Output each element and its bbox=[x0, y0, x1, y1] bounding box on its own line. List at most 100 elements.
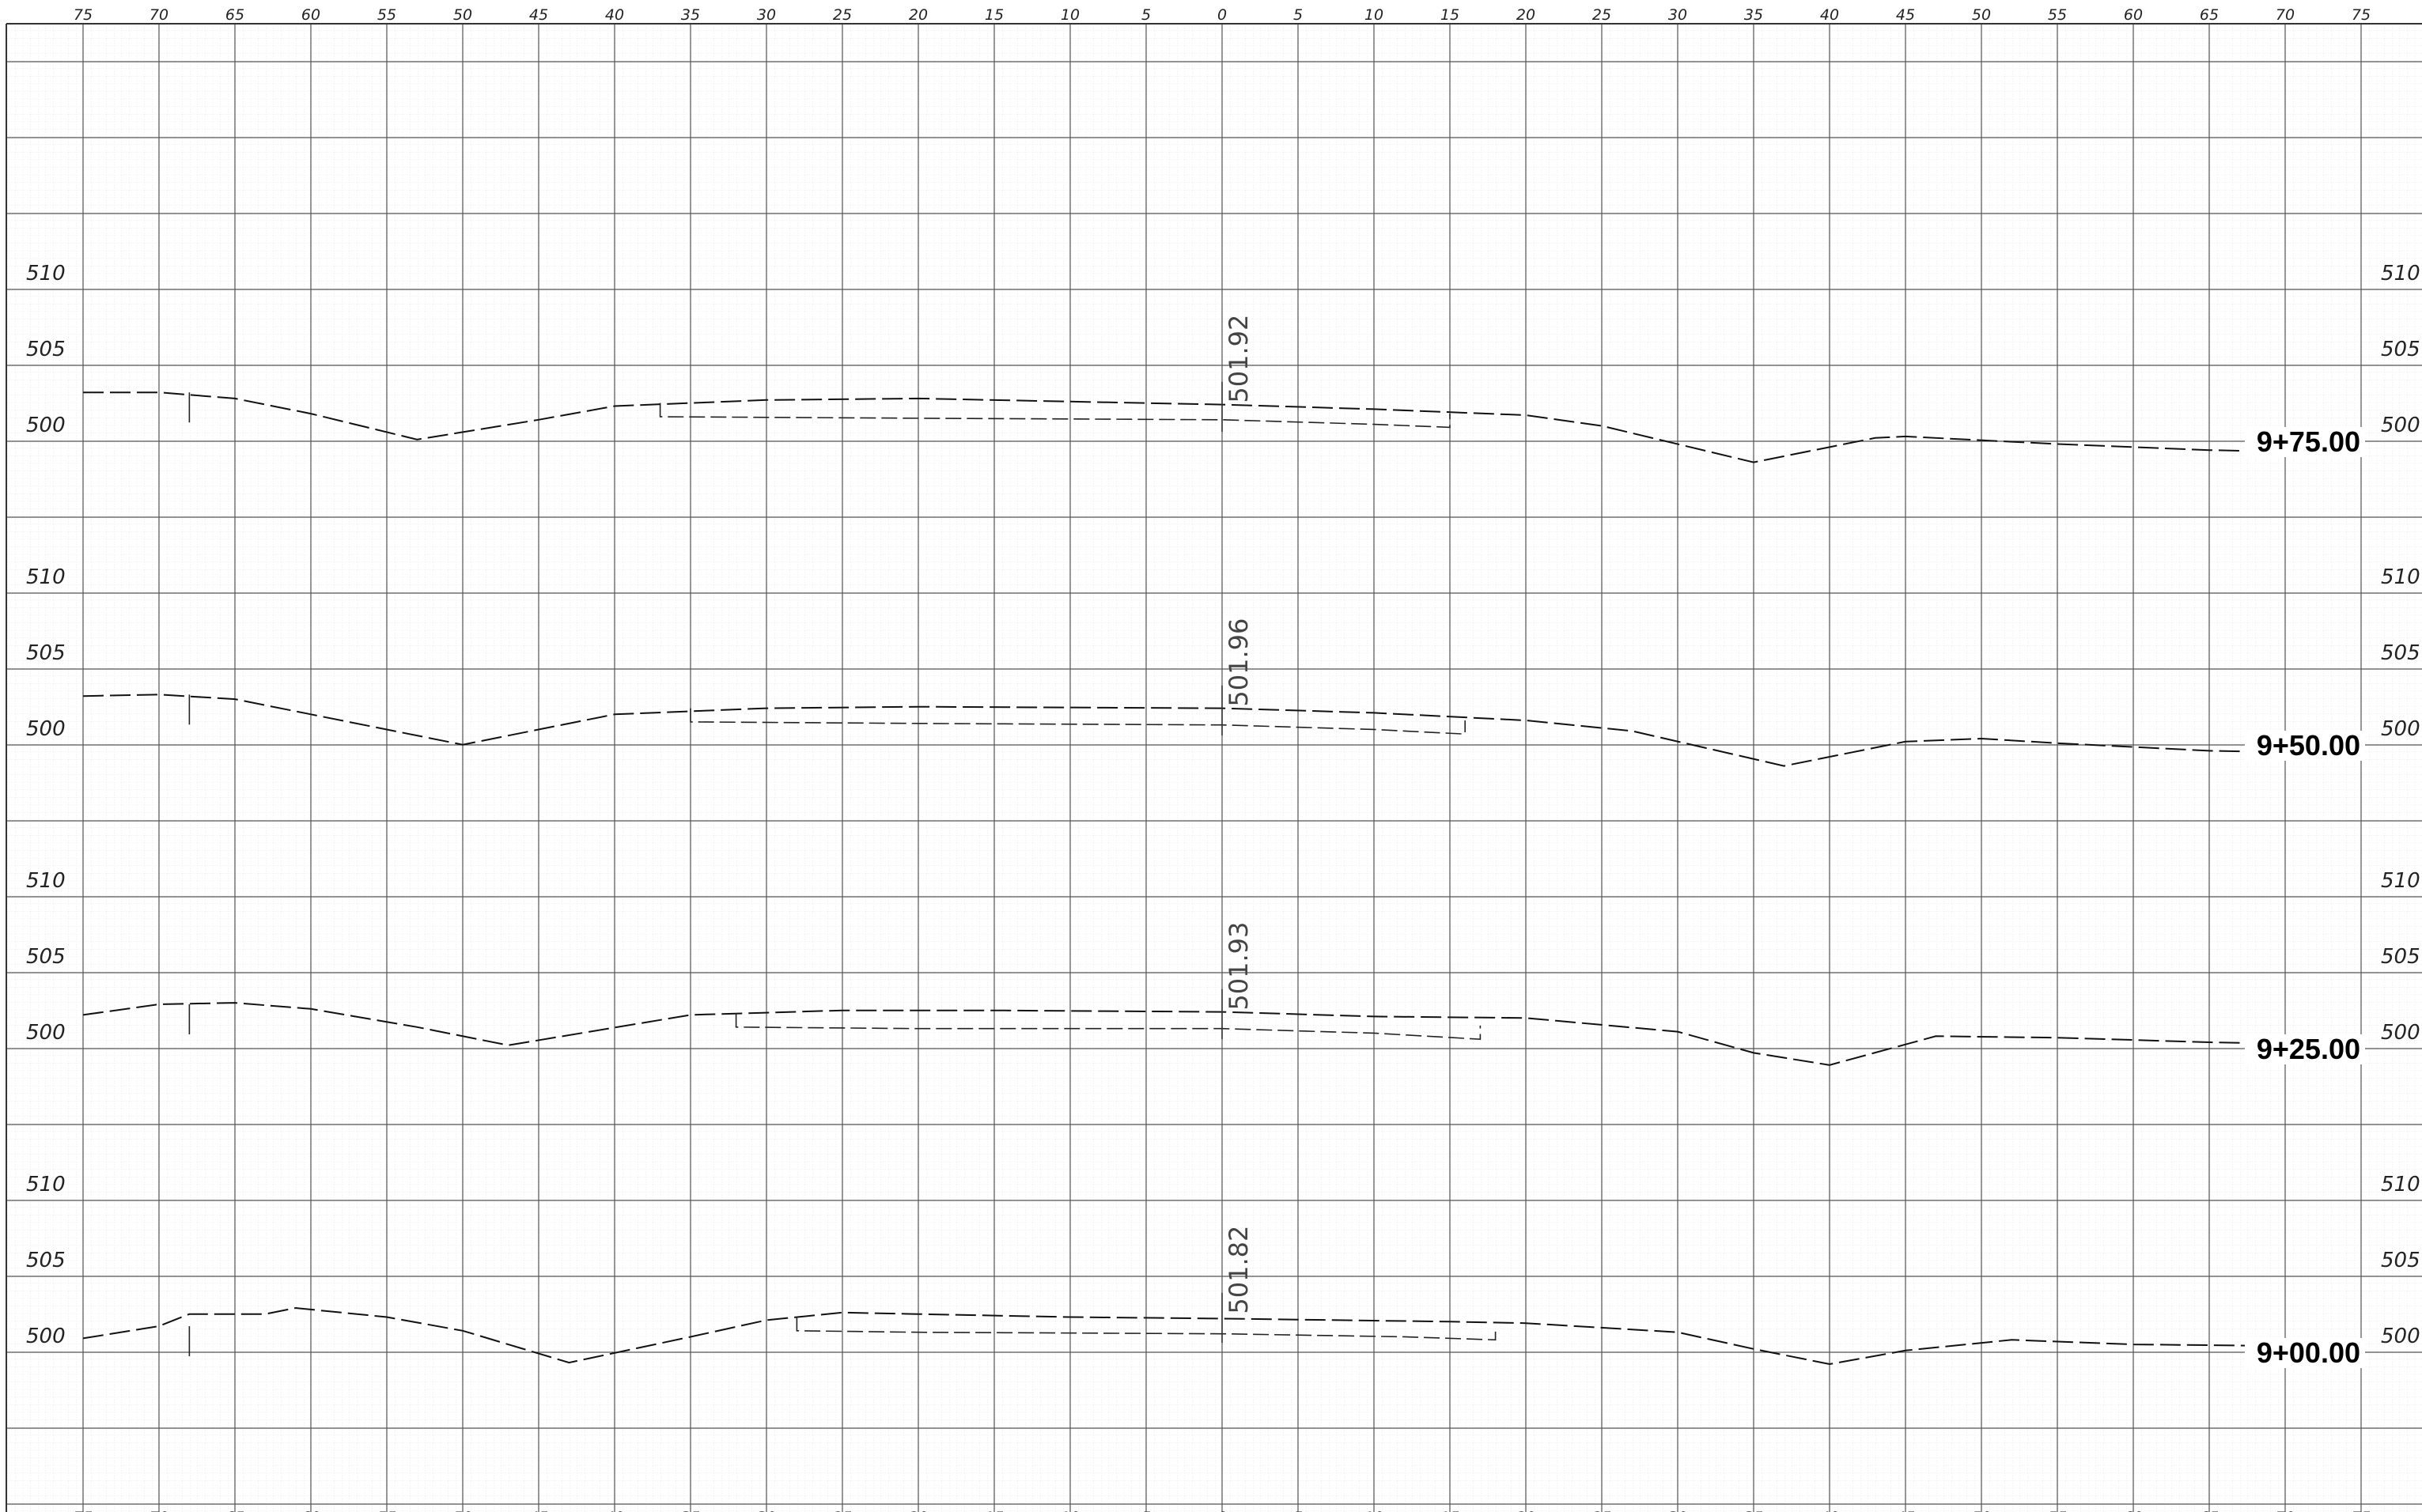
cross-section-2: 510 510 505 505 500 500 501.93 9+25.00 bbox=[26, 869, 2420, 1066]
offset-tick-label: 60 bbox=[2124, 1509, 2143, 1512]
elevation-label: 510 bbox=[2381, 869, 2420, 893]
elevation-label: 510 bbox=[26, 565, 66, 589]
offset-tick-label: 45 bbox=[1896, 1509, 1915, 1512]
offset-tick-label: 25 bbox=[833, 1509, 852, 1512]
elevation-label: 505 bbox=[2381, 1249, 2420, 1272]
offset-tick-label: 35 bbox=[1744, 1509, 1763, 1512]
offset-tick-label: 40 bbox=[605, 6, 624, 24]
elevation-label: 505 bbox=[26, 1249, 66, 1272]
offset-tick-label: 50 bbox=[453, 6, 472, 24]
offset-tick-label: 40 bbox=[1820, 6, 1839, 24]
offset-tick-label: 35 bbox=[681, 6, 700, 24]
offset-tick-label: 15 bbox=[985, 1509, 1004, 1512]
elevation-label: 510 bbox=[2381, 1173, 2420, 1196]
offset-tick-label: 60 bbox=[301, 1509, 320, 1512]
offset-tick-label: 35 bbox=[1744, 6, 1763, 24]
centerline-elevation: 501.96 bbox=[1224, 618, 1254, 707]
elevation-label: 510 bbox=[26, 869, 66, 893]
elevation-label: 510 bbox=[2381, 262, 2420, 285]
existing-ground-line bbox=[82, 1306, 2286, 1366]
existing-ground-line bbox=[82, 694, 2362, 767]
offset-tick-label: 45 bbox=[529, 6, 548, 24]
offset-tick-label: 75 bbox=[74, 6, 93, 24]
elevation-label: 505 bbox=[2381, 945, 2420, 969]
offset-tick-label: 70 bbox=[149, 1509, 168, 1512]
elevation-label: 500 bbox=[26, 414, 66, 437]
station-label-backing bbox=[2245, 731, 2365, 761]
station-label: 9+75.00 bbox=[2257, 425, 2360, 458]
elevation-label: 505 bbox=[26, 945, 66, 969]
offset-tick-label: 55 bbox=[2048, 1509, 2067, 1512]
station-label: 9+25.00 bbox=[2257, 1033, 2360, 1065]
offset-tick-label: 40 bbox=[605, 1509, 624, 1512]
elevation-label: 500 bbox=[2381, 1325, 2420, 1348]
offset-tick-label: 15 bbox=[1440, 6, 1459, 24]
offset-tick-label: 65 bbox=[225, 1509, 244, 1512]
cross-section-3: 510 510 505 505 500 500 501.82 9+00.00 bbox=[26, 1173, 2420, 1369]
offset-tick-label: 70 bbox=[2276, 6, 2295, 24]
offset-tick-label: 60 bbox=[301, 6, 320, 24]
offset-tick-label: 55 bbox=[377, 6, 396, 24]
offset-tick-label: 75 bbox=[2352, 6, 2371, 24]
elevation-label: 505 bbox=[26, 641, 66, 665]
station-label-backing bbox=[2245, 1034, 2365, 1064]
offset-tick-label: 55 bbox=[377, 1509, 396, 1512]
elevation-label: 500 bbox=[2381, 414, 2420, 437]
offset-tick-label: 10 bbox=[1364, 1509, 1383, 1512]
offset-tick-label: 25 bbox=[1592, 1509, 1611, 1512]
elevation-label: 510 bbox=[26, 262, 66, 285]
offset-tick-label: 75 bbox=[2352, 1509, 2371, 1512]
offset-tick-label: 25 bbox=[1592, 6, 1611, 24]
offset-tick-label: 5 bbox=[1293, 6, 1303, 24]
elevation-label: 505 bbox=[2381, 338, 2420, 361]
offset-tick-label: 0 bbox=[1217, 1509, 1227, 1512]
offset-tick-label: 5 bbox=[1293, 1509, 1303, 1512]
existing-ground-line bbox=[83, 391, 2362, 463]
elevation-label: 510 bbox=[2381, 565, 2420, 589]
elevation-label: 505 bbox=[26, 338, 66, 361]
fine-grid-background bbox=[6, 24, 2422, 1512]
offset-tick-label: 10 bbox=[1364, 6, 1383, 24]
cross-sections: 510 510 505 505 500 500 501.92 9+75.00 510 510 505… bbox=[26, 262, 2420, 1369]
offset-tick-label: 55 bbox=[2048, 6, 2067, 24]
offset-tick-label: 30 bbox=[1668, 1509, 1687, 1512]
offset-tick-label: 30 bbox=[757, 6, 776, 24]
offset-tick-label: 5 bbox=[1141, 1509, 1151, 1512]
offset-tick-label: 30 bbox=[1668, 6, 1687, 24]
offset-tick-label: 10 bbox=[1061, 1509, 1080, 1512]
elevation-label: 500 bbox=[26, 717, 66, 741]
cross-section-1: 510 510 505 505 500 500 501.96 9+50.00 bbox=[26, 565, 2420, 767]
elevation-label: 500 bbox=[2381, 717, 2420, 741]
offset-tick-label: 20 bbox=[1516, 1509, 1535, 1512]
offset-tick-label: 65 bbox=[225, 6, 244, 24]
offset-tick-label: 60 bbox=[2124, 6, 2143, 24]
centerline-elevation: 501.92 bbox=[1224, 315, 1254, 403]
offset-tick-label: 0 bbox=[1217, 6, 1227, 24]
top-offset-scale: 75 70 65 60 55 50 45 40 35 30 25 20 15 10 5 0 5 10 15 20 25 3… bbox=[74, 6, 2371, 24]
major-grid bbox=[6, 24, 2422, 1512]
station-label-backing bbox=[2245, 427, 2365, 457]
offset-tick-label: 20 bbox=[1516, 6, 1535, 24]
offset-tick-label: 10 bbox=[1061, 6, 1080, 24]
proposed-section-line bbox=[659, 403, 1451, 429]
elevation-label: 500 bbox=[26, 1021, 66, 1045]
offset-tick-label: 45 bbox=[529, 1509, 548, 1512]
offset-tick-label: 5 bbox=[1141, 6, 1151, 24]
offset-tick-label: 40 bbox=[1820, 1509, 1839, 1512]
offset-tick-label: 65 bbox=[2200, 1509, 2219, 1512]
elevation-label: 500 bbox=[2381, 1021, 2420, 1045]
elevation-label: 505 bbox=[2381, 641, 2420, 665]
offset-tick-label: 70 bbox=[149, 6, 168, 24]
offset-tick-label: 30 bbox=[757, 1509, 776, 1512]
offset-tick-label: 45 bbox=[1896, 6, 1915, 24]
offset-tick-label: 20 bbox=[909, 1509, 928, 1512]
offset-tick-label: 50 bbox=[453, 1509, 472, 1512]
offset-tick-label: 70 bbox=[2276, 1509, 2295, 1512]
offset-tick-label: 50 bbox=[1972, 1509, 1991, 1512]
station-label: 9+50.00 bbox=[2257, 729, 2360, 762]
offset-tick-label: 65 bbox=[2200, 6, 2219, 24]
offset-tick-label: 15 bbox=[1440, 1509, 1459, 1512]
offset-tick-label: 75 bbox=[74, 1509, 93, 1512]
cross-section-0: 510 510 505 505 500 500 501.92 9+75.00 bbox=[26, 262, 2420, 463]
